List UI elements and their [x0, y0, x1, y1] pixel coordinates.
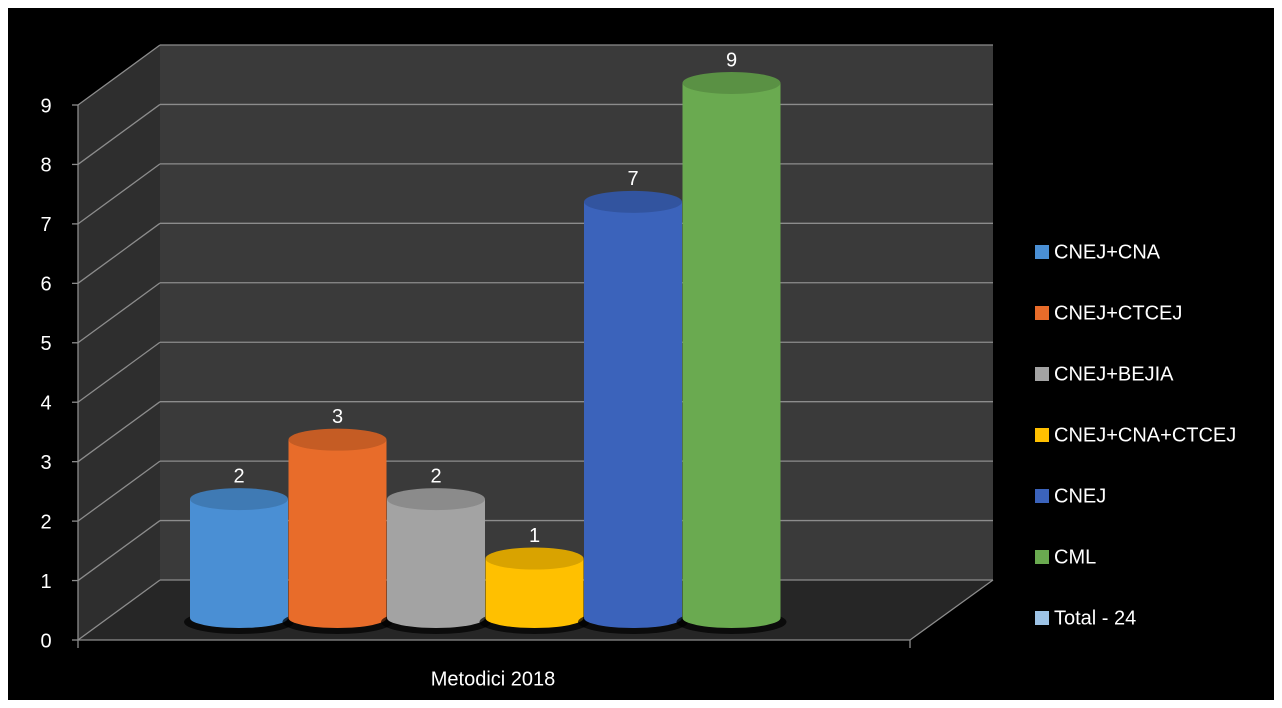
grid-line-side — [77, 401, 161, 463]
data-label: 3 — [332, 406, 343, 428]
legend-label: CNEJ+CNA+CTCEJ — [1054, 424, 1236, 446]
bar-top — [682, 72, 781, 94]
data-label: 7 — [627, 168, 638, 190]
y-tick-label: 5 — [40, 333, 51, 355]
y-tick-label: 1 — [40, 571, 51, 593]
bar — [584, 201, 682, 628]
bar — [387, 499, 485, 628]
legend-swatch — [1035, 367, 1049, 381]
data-label: 1 — [529, 525, 540, 547]
legend-label: CNEJ — [1054, 485, 1106, 507]
legend-swatch — [1035, 428, 1049, 442]
bar — [288, 439, 387, 628]
legend-swatch — [1035, 306, 1049, 320]
grid-line-side — [77, 460, 161, 522]
bar-top — [485, 547, 584, 570]
data-label: 9 — [726, 49, 737, 71]
grid-line-side — [77, 579, 161, 641]
legend-swatch — [1035, 550, 1049, 564]
y-tick-label: 8 — [40, 155, 51, 177]
legend-label: CNEJ+CTCEJ — [1054, 302, 1182, 324]
legend-label: CNEJ+CNA — [1054, 241, 1161, 263]
legend-label: Total - 24 — [1054, 607, 1136, 629]
y-tick-label: 3 — [40, 452, 51, 474]
legend-label: CNEJ+BEJIA — [1054, 363, 1174, 385]
data-label: 2 — [233, 465, 244, 487]
data-label: 2 — [430, 465, 441, 487]
y-tick-label: 9 — [40, 95, 51, 117]
grid-line-side — [77, 341, 161, 403]
y-tick-label: 0 — [40, 630, 51, 652]
bar — [485, 558, 584, 628]
y-tick-label: 4 — [40, 393, 51, 415]
legend-swatch — [1035, 489, 1049, 503]
floor-edge — [909, 579, 994, 641]
grid-line-side — [77, 103, 161, 165]
bar-top — [584, 190, 682, 213]
legend-label: CML — [1054, 546, 1096, 568]
y-tick-label: 6 — [40, 274, 51, 296]
bar-top — [190, 488, 288, 511]
y-tick-label: 7 — [40, 214, 51, 236]
bar — [190, 499, 288, 628]
grid-line-side — [77, 222, 161, 284]
grid-line-side — [77, 520, 161, 582]
bar-top — [288, 428, 387, 451]
y-tick-label: 2 — [40, 511, 51, 533]
grid-line-side — [77, 282, 161, 344]
bar-top — [387, 488, 485, 511]
x-category-label: Metodici 2018 — [431, 668, 556, 690]
legend-swatch — [1035, 611, 1049, 625]
grid-line-side — [77, 163, 161, 225]
bar — [682, 83, 781, 628]
legend-swatch — [1035, 245, 1049, 259]
grid-line-side — [77, 44, 161, 106]
side-wall — [78, 45, 160, 640]
